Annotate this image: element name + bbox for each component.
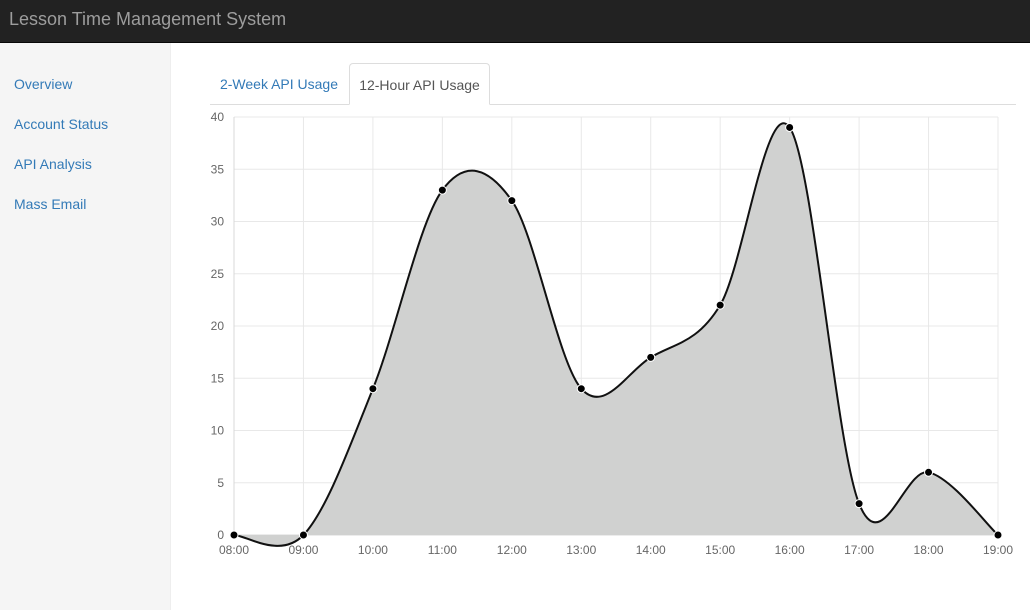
data-point [229, 530, 239, 540]
y-tick-label: 25 [211, 267, 225, 281]
data-point [437, 185, 447, 195]
data-point [576, 384, 586, 394]
x-tick-label: 12:00 [497, 543, 527, 557]
sidebar-item-overview[interactable]: Overview [14, 76, 73, 92]
x-tick-label: 09:00 [288, 543, 318, 557]
x-tick-label: 16:00 [775, 543, 805, 557]
data-point [298, 530, 308, 540]
y-tick-label: 35 [211, 162, 225, 176]
y-tick-label: 5 [217, 476, 224, 490]
x-tick-label: 15:00 [705, 543, 735, 557]
y-tick-label: 0 [217, 528, 224, 542]
x-tick-label: 14:00 [636, 543, 666, 557]
data-point [646, 352, 656, 362]
app-title[interactable]: Lesson Time Management System [9, 9, 287, 29]
data-point [993, 530, 1003, 540]
api-usage-chart: 0 5 10 15 20 25 30 35 40 08:00 09:00 10:00 11:00 12:0… [211, 110, 1014, 557]
sidebar-item-account-status[interactable]: Account Status [14, 116, 109, 132]
chart-tabs: 2-Week API Usage 12-Hour API Usage [210, 63, 1016, 105]
data-point [507, 196, 517, 206]
y-tick-label: 40 [211, 110, 225, 124]
x-tick-label: 10:00 [358, 543, 388, 557]
data-point [368, 384, 378, 394]
data-point [854, 499, 864, 509]
y-tick-label: 10 [211, 424, 225, 438]
y-tick-label: 20 [211, 319, 225, 333]
tab-2-week-api-usage[interactable]: 2-Week API Usage [219, 76, 339, 92]
x-tick-label: 08:00 [219, 543, 249, 557]
data-point [785, 122, 795, 132]
sidebar-item-api-analysis[interactable]: API Analysis [14, 156, 92, 172]
sidebar-item-mass-email[interactable]: Mass Email [14, 196, 87, 212]
x-tick-label: 19:00 [983, 543, 1013, 557]
data-point [924, 467, 934, 477]
x-tick-label: 13:00 [566, 543, 596, 557]
y-tick-label: 30 [211, 215, 225, 229]
x-tick-label: 11:00 [428, 543, 457, 557]
sidebar: Overview Account Status API Analysis Mas… [0, 43, 171, 610]
top-navbar: Lesson Time Management System [0, 0, 1030, 43]
x-tick-label: 18:00 [914, 543, 944, 557]
y-tick-label: 15 [211, 371, 225, 385]
tab-12-hour-api-usage[interactable]: 12-Hour API Usage [349, 63, 490, 105]
x-tick-label: 17:00 [844, 543, 874, 557]
data-point [715, 300, 725, 310]
